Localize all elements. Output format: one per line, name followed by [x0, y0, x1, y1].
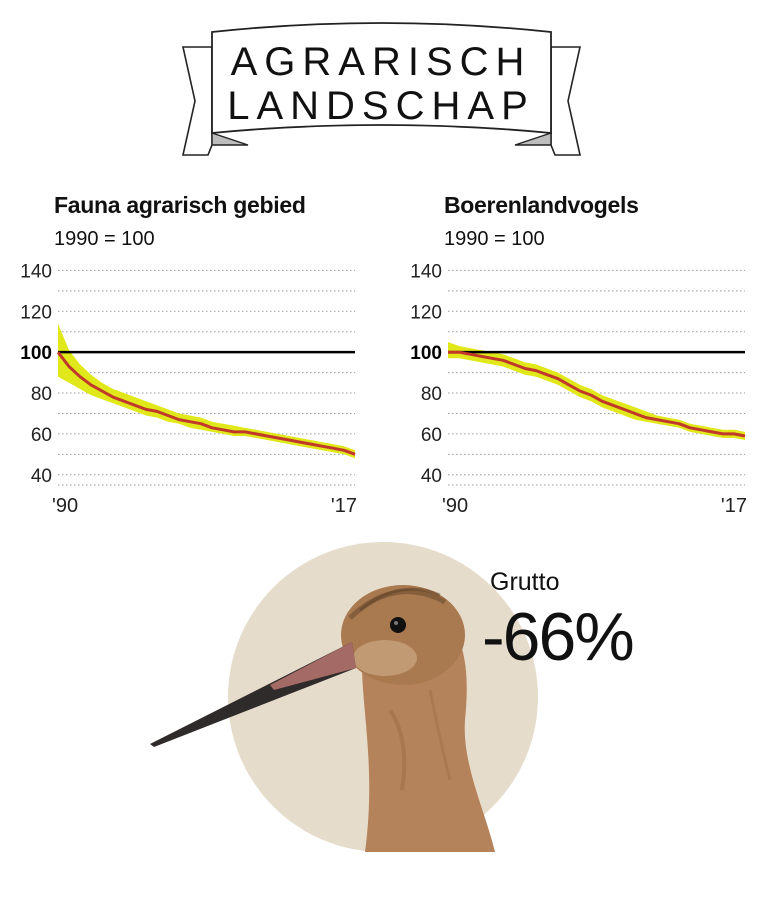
- chart1-xtick-label-end: '17: [331, 495, 357, 517]
- chart2-ytick-label: 40: [421, 466, 442, 487]
- bird-eye: [390, 617, 406, 633]
- chart2-plot: 40 60 80 100 120 140 '90 '17: [410, 261, 747, 517]
- chart2-trend-line: [448, 350, 746, 438]
- species-change-percent: -66%: [482, 599, 635, 675]
- chart1-ytick-label: 120: [20, 302, 52, 323]
- chart1-ytick-label: 40: [31, 466, 52, 487]
- chart2-confidence-band: [448, 342, 745, 440]
- chart2-ytick-label: 100: [410, 343, 442, 364]
- chart1-plot: 40 60 80 100 120 140 '90 '17: [20, 261, 357, 517]
- chart2-ytick-label: 140: [410, 261, 442, 282]
- chart2-ytick-label: 60: [421, 425, 442, 446]
- banner-ribbon: AGRARISCH LANDSCHAP: [182, 22, 581, 156]
- chart1-trend-line: [56, 351, 356, 456]
- chart2-xtick-label-end: '17: [721, 495, 747, 517]
- chart1-xtick-label-start: '90: [52, 495, 78, 517]
- banner-title-line2: LANDSCHAP: [227, 84, 535, 128]
- chart1-confidence-band: [58, 323, 355, 459]
- species-name: Grutto: [490, 568, 560, 596]
- grutto-bird-image: [150, 542, 538, 852]
- chart1-ytick-label: 140: [20, 261, 52, 282]
- chart1-title: Fauna agrarisch gebied: [54, 192, 306, 218]
- chart2-xtick-label-start: '90: [442, 495, 468, 517]
- chart2-subtitle: 1990 = 100: [444, 228, 545, 250]
- chart2-title: Boerenlandvogels: [444, 192, 639, 218]
- chart1-ytick-label: 60: [31, 425, 52, 446]
- chart1-ytick-label: 80: [31, 384, 52, 405]
- banner-title-line1: AGRARISCH: [231, 40, 532, 84]
- chart1-ytick-label: 100: [20, 343, 52, 364]
- chart2-ytick-label: 80: [421, 384, 442, 405]
- chart2-ytick-label: 120: [410, 302, 442, 323]
- chart1-subtitle: 1990 = 100: [54, 228, 155, 250]
